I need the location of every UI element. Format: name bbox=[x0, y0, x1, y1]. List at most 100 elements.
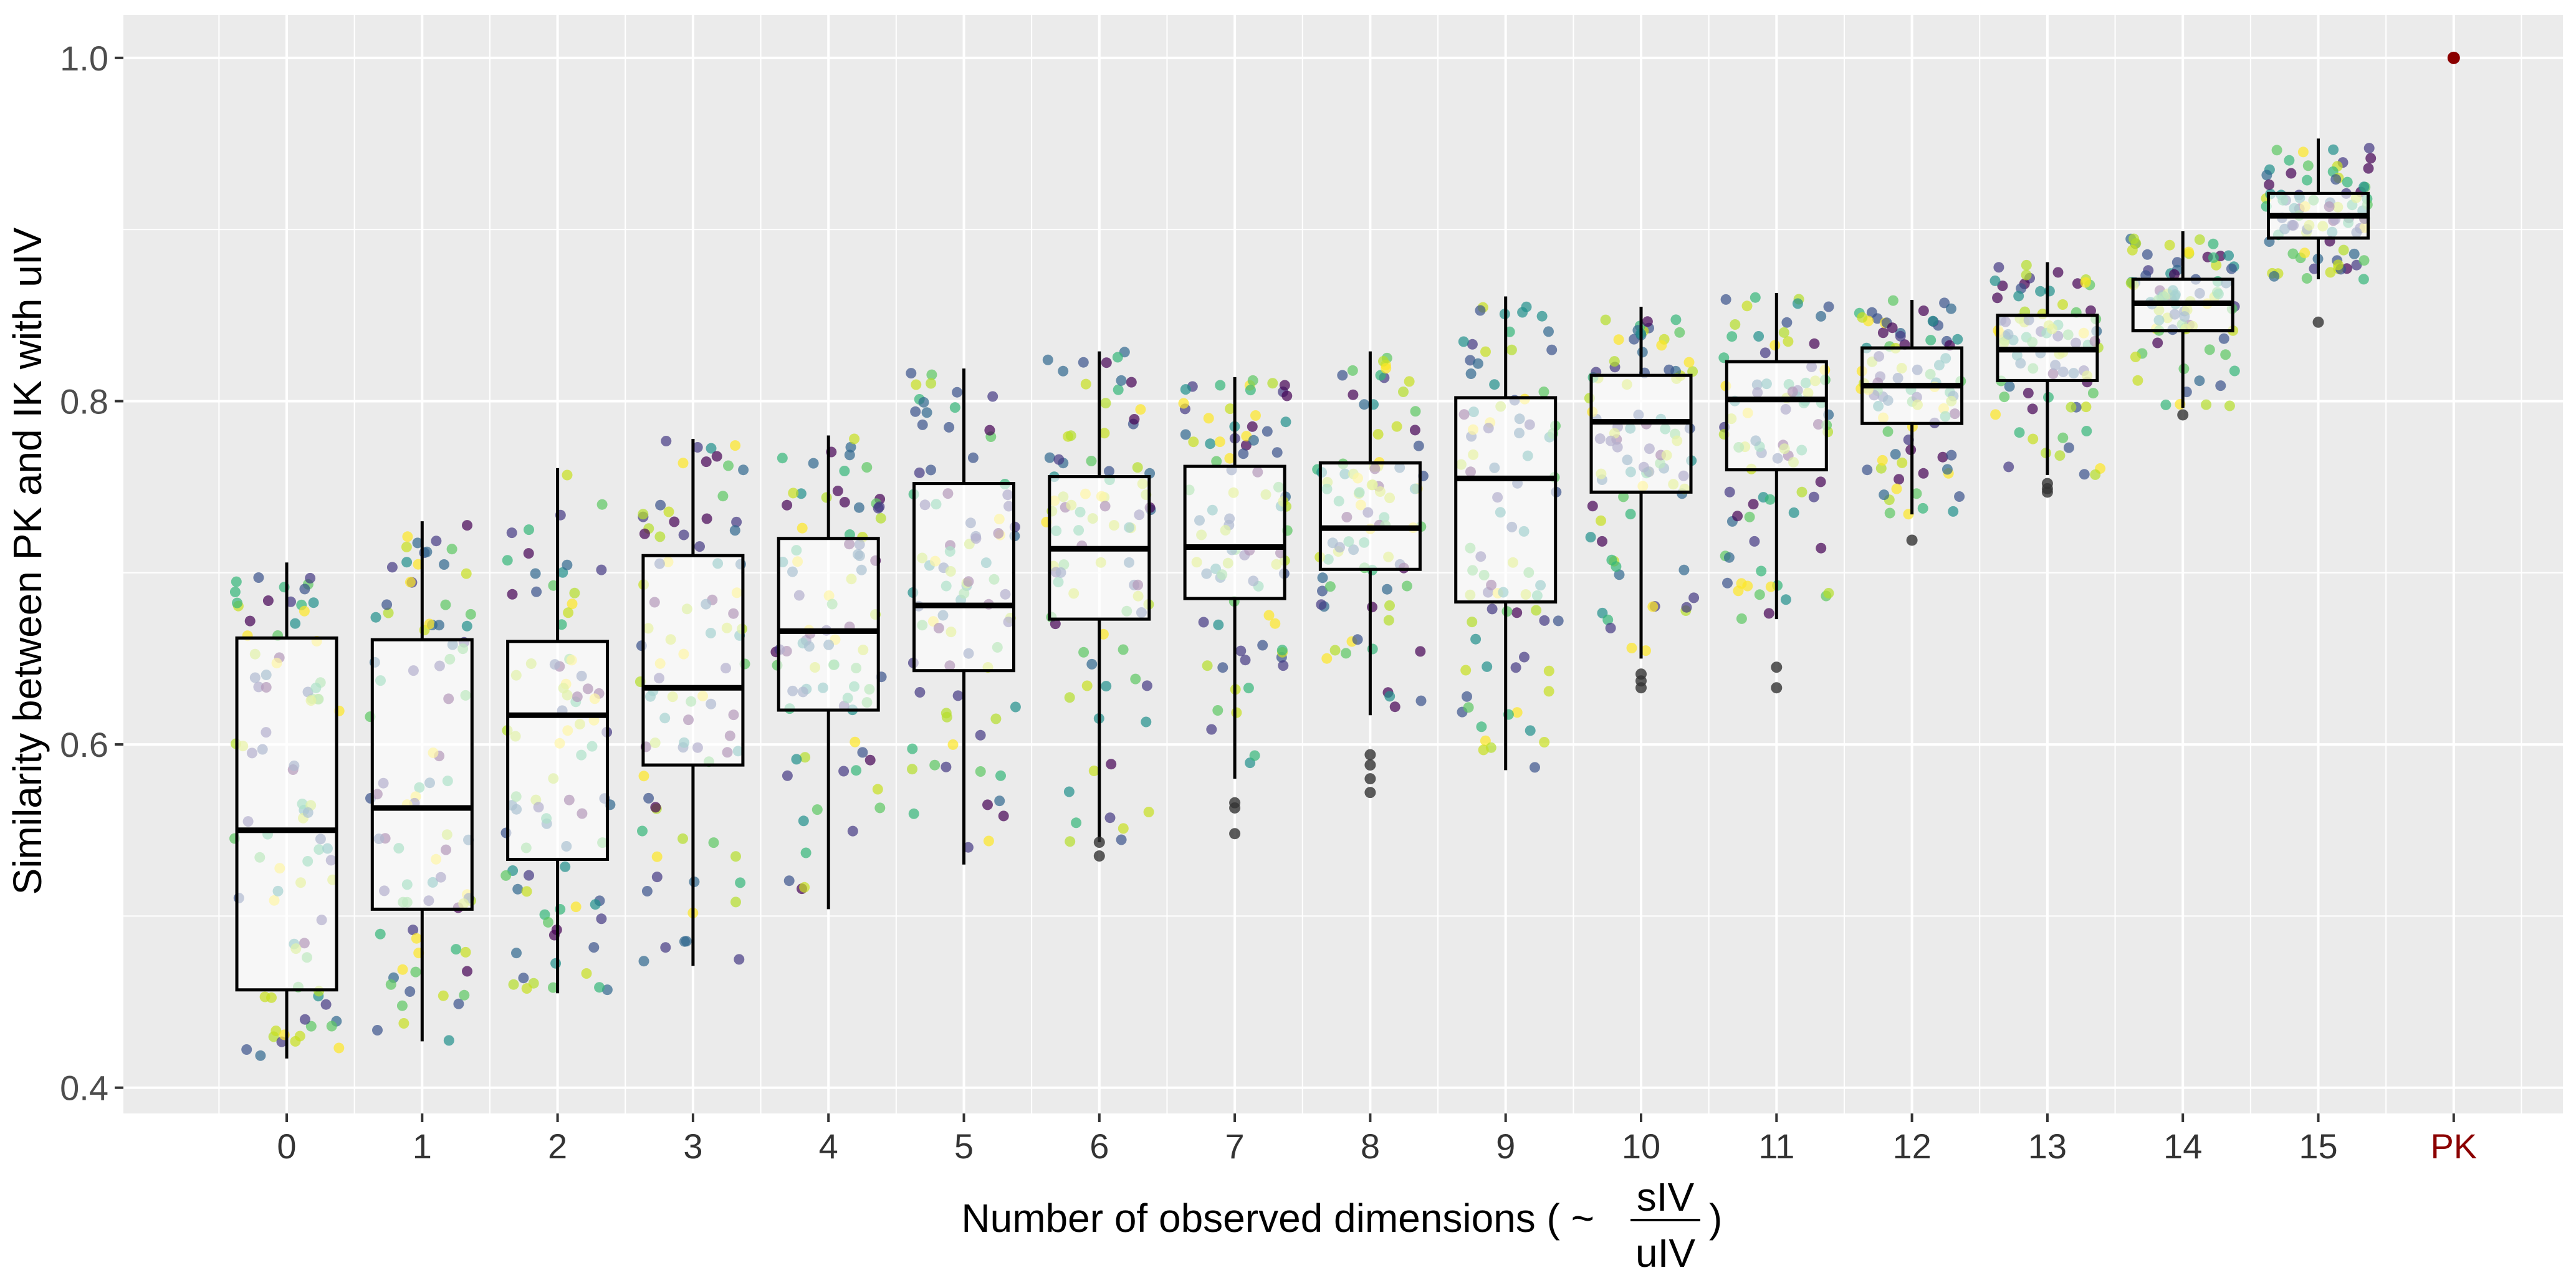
jitter-point bbox=[2301, 273, 2312, 284]
jitter-point bbox=[1609, 356, 1620, 367]
jitter-point bbox=[729, 525, 740, 536]
jitter-point bbox=[967, 452, 979, 463]
jitter-point bbox=[734, 954, 745, 965]
x-tick-label: 9 bbox=[1496, 1127, 1515, 1166]
point-PK bbox=[2447, 51, 2460, 64]
box-body bbox=[1454, 396, 1558, 604]
jitter-point bbox=[2271, 145, 2282, 156]
jitter-point bbox=[372, 1025, 383, 1036]
jitter-point bbox=[1952, 334, 1963, 345]
jitter-point bbox=[654, 531, 666, 542]
x-tick-label: 5 bbox=[954, 1127, 974, 1166]
jitter-point bbox=[2023, 388, 2034, 398]
jitter-point bbox=[511, 948, 522, 959]
x-axis: 0 1 2 3 4 5 6 7 8 9 10 11 12 13 14 15 PK bbox=[277, 1113, 2477, 1166]
jitter-point bbox=[850, 736, 861, 747]
jitter-point bbox=[1724, 486, 1735, 497]
x-axis-label-fraction-numerator: sIV bbox=[1637, 1175, 1695, 1219]
jitter-point bbox=[1596, 515, 1606, 526]
jitter-point bbox=[1248, 435, 1259, 446]
jitter-point bbox=[2342, 176, 2353, 188]
jitter-point bbox=[908, 808, 919, 819]
jitter-point bbox=[910, 406, 921, 417]
jitter-point bbox=[2171, 257, 2183, 268]
jitter-point bbox=[2261, 170, 2272, 181]
jitter-point bbox=[921, 407, 932, 418]
jitter-point bbox=[461, 620, 472, 632]
jitter-point bbox=[1317, 572, 1328, 584]
jitter-point bbox=[1614, 569, 1625, 580]
jitter-point bbox=[1280, 416, 1291, 428]
jitter-point bbox=[502, 555, 513, 566]
jitter-point bbox=[1347, 365, 1358, 376]
jitter-point bbox=[701, 456, 712, 468]
jitter-point bbox=[679, 936, 690, 947]
jitter-point bbox=[1341, 648, 1351, 659]
jitter-point bbox=[984, 425, 995, 436]
jitter-point bbox=[941, 711, 952, 723]
jitter-point bbox=[2080, 401, 2092, 413]
jitter-point bbox=[1104, 466, 1114, 477]
jitter-point bbox=[294, 1031, 305, 1042]
jitter-point bbox=[1321, 653, 1333, 664]
jitter-point bbox=[370, 612, 381, 623]
jitter-point bbox=[1391, 421, 1402, 432]
jitter-point bbox=[1141, 680, 1152, 691]
jitter-point bbox=[596, 913, 607, 925]
jitter-point bbox=[812, 804, 823, 815]
jitter-point bbox=[1050, 618, 1061, 630]
jitter-point bbox=[1470, 633, 1482, 645]
jitter-point bbox=[1404, 376, 1415, 387]
jitter-point bbox=[998, 810, 1009, 822]
y-tick-label: 0.8 bbox=[60, 382, 108, 421]
jitter-point bbox=[1478, 744, 1489, 756]
jitter-point bbox=[524, 870, 534, 881]
jitter-point bbox=[1531, 605, 1542, 616]
jitter-point bbox=[1042, 354, 1053, 365]
jitter-point bbox=[907, 764, 917, 775]
jitter-point bbox=[2302, 175, 2312, 186]
jitter-point bbox=[797, 522, 808, 534]
jitter-point bbox=[638, 956, 649, 967]
jitter-point bbox=[2028, 433, 2039, 445]
jitter-point bbox=[1887, 295, 1898, 306]
jitter-point bbox=[594, 982, 605, 993]
jitter-point bbox=[241, 1044, 252, 1055]
jitter-point bbox=[1674, 327, 1685, 338]
jitter-point bbox=[926, 369, 937, 380]
jitter-point bbox=[1235, 645, 1247, 656]
x-axis-label: Number of observed dimensions ( ~ sIV uI… bbox=[961, 1175, 1722, 1276]
box-6 bbox=[1048, 351, 1151, 862]
jitter-point bbox=[730, 896, 741, 908]
jitter-point bbox=[1640, 645, 1651, 656]
x-axis-label-text: Number of observed dimensions ( ~ bbox=[961, 1196, 1594, 1241]
jitter-point bbox=[562, 469, 573, 481]
jitter-point bbox=[2057, 299, 2068, 310]
jitter-point bbox=[1467, 617, 1478, 628]
jitter-point bbox=[990, 713, 1002, 724]
jitter-point bbox=[548, 982, 558, 993]
jitter-point bbox=[1732, 511, 1743, 522]
y-tick-label: 1.0 bbox=[60, 39, 108, 78]
jitter-point bbox=[800, 847, 812, 858]
jitter-point bbox=[1224, 453, 1235, 464]
jitter-point bbox=[1678, 564, 1690, 575]
jitter-point bbox=[2299, 248, 2310, 259]
jitter-point bbox=[1942, 464, 1953, 475]
jitter-point bbox=[738, 464, 749, 476]
jitter-point bbox=[500, 870, 512, 881]
jitter-point bbox=[385, 979, 396, 990]
jitter-point bbox=[1781, 317, 1793, 328]
jitter-point bbox=[2004, 381, 2015, 392]
jitter-point bbox=[2027, 403, 2038, 415]
x-tick-label: 14 bbox=[2163, 1127, 2202, 1166]
jitter-point bbox=[1071, 817, 1082, 829]
jitter-point bbox=[381, 599, 393, 610]
jitter-point bbox=[333, 1042, 345, 1054]
jitter-point bbox=[1215, 380, 1226, 391]
jitter-point bbox=[2021, 269, 2032, 281]
jitter-point bbox=[2164, 239, 2175, 251]
jitter-point bbox=[2204, 344, 2215, 355]
box-1 bbox=[370, 521, 474, 1042]
jitter-point bbox=[1722, 577, 1733, 589]
